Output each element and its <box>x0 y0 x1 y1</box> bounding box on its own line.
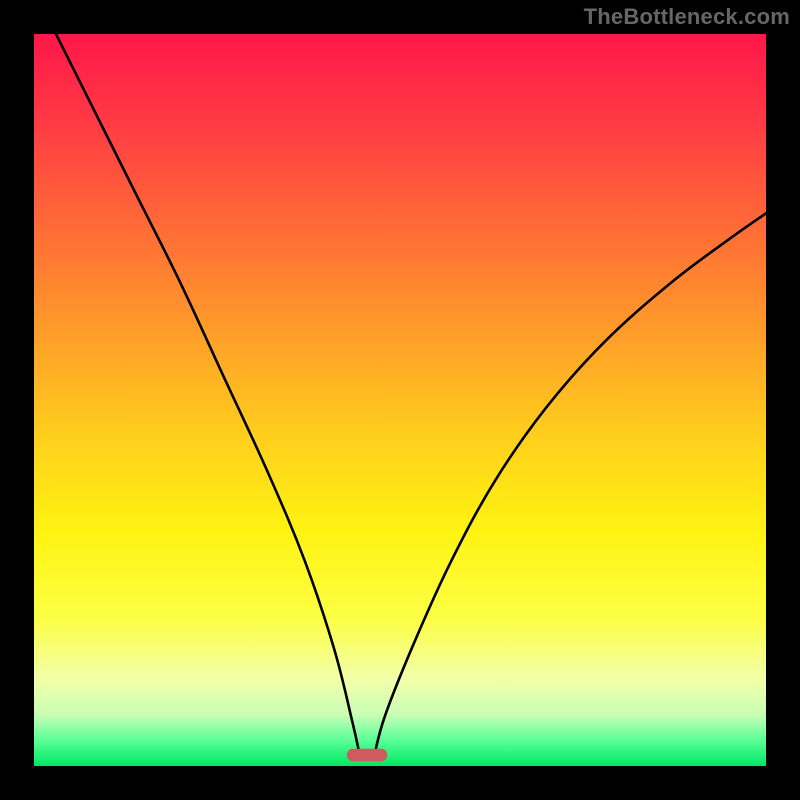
bottleneck-chart <box>0 0 800 800</box>
chart-container: TheBottleneck.com <box>0 0 800 800</box>
optimal-marker <box>347 749 387 761</box>
plot-background <box>34 34 766 766</box>
watermark-text: TheBottleneck.com <box>584 4 790 30</box>
